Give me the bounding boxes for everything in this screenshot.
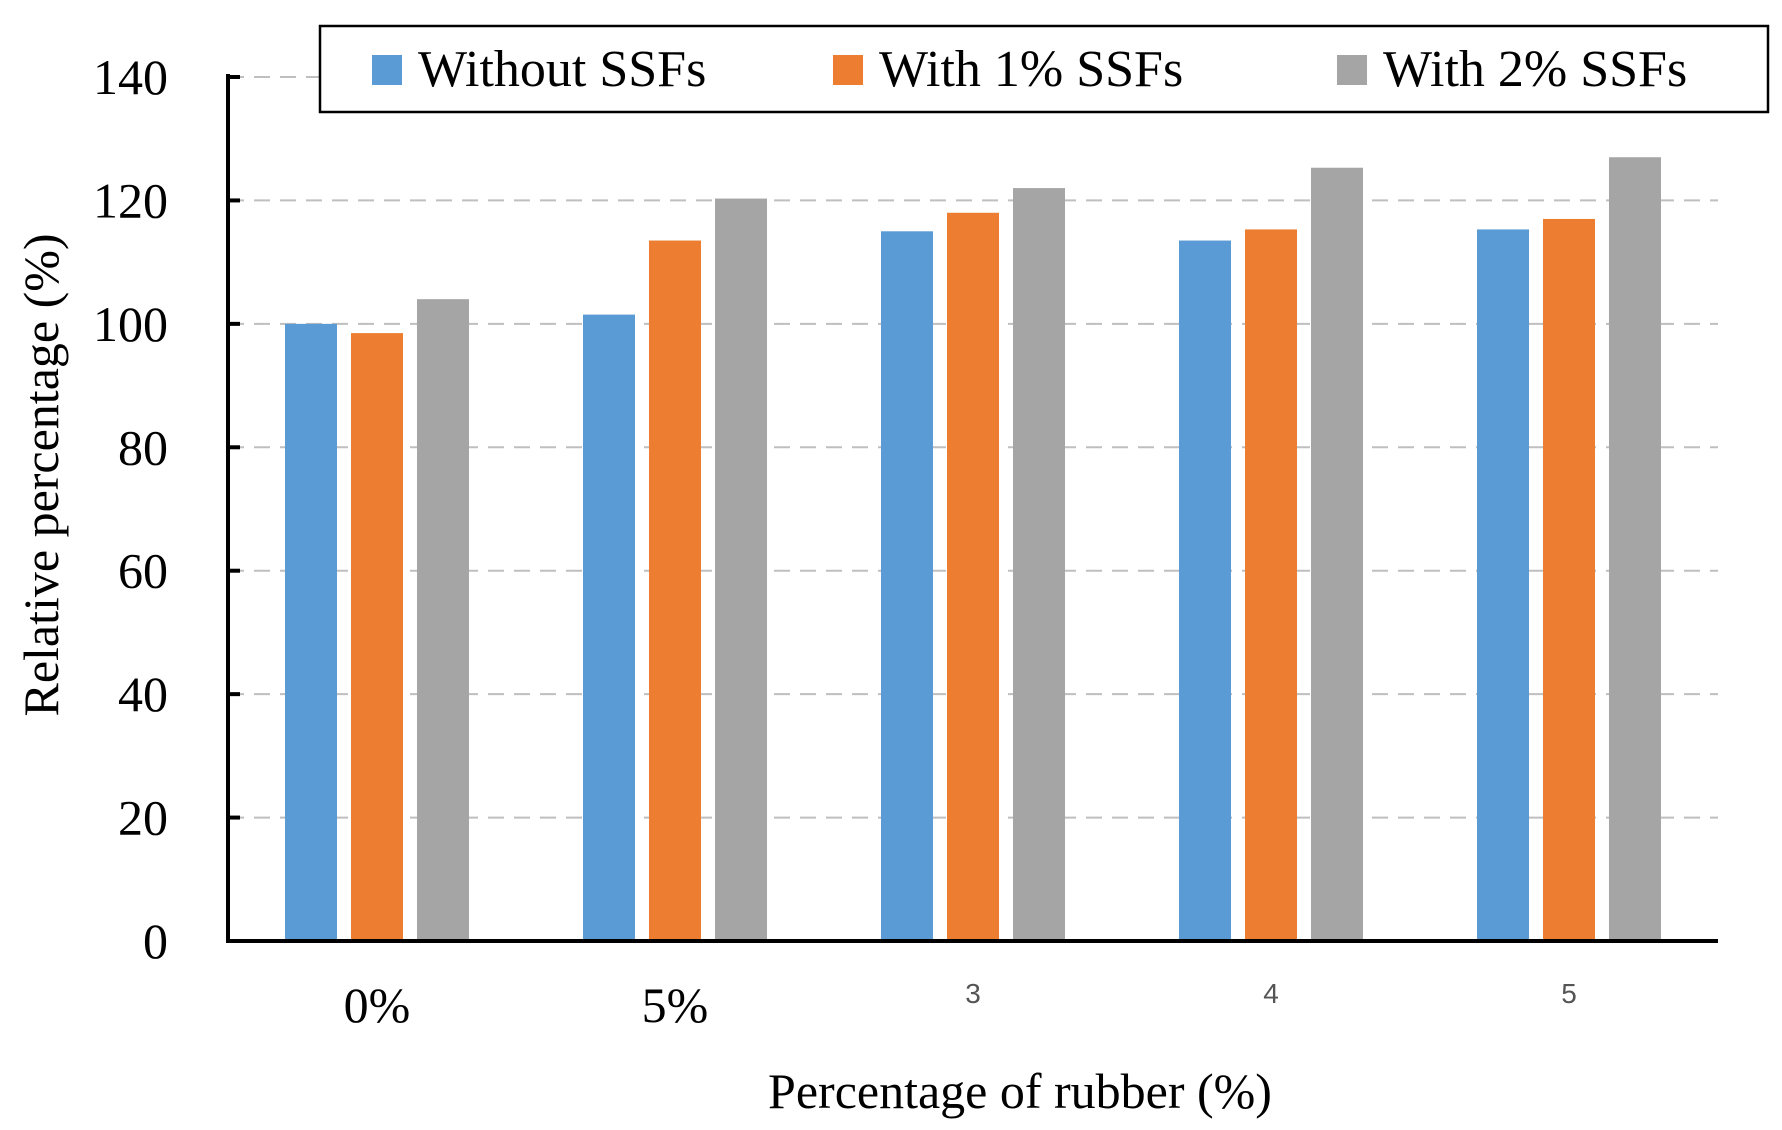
y-tick-labels: 0 20 40 60 80 100 120 140 — [93, 49, 240, 969]
bar-with-2-ssfs-2 — [1013, 188, 1065, 942]
bar-with-2-ssfs-1 — [715, 198, 767, 941]
legend-swatch — [372, 55, 402, 85]
bar-with-1-ssfs-3 — [1245, 229, 1297, 942]
y-tick-label: 80 — [118, 419, 168, 475]
x-axis-label: Percentage of rubber (%) — [768, 1063, 1272, 1119]
x-tick-label: 3 — [965, 978, 981, 1009]
y-axis-label: Relative percentage (%) — [13, 233, 69, 716]
x-tick-label: 0% — [344, 977, 411, 1033]
bars — [285, 157, 1661, 942]
legend-swatch — [833, 55, 863, 85]
x-tick-label: 5 — [1561, 978, 1577, 1009]
legend-swatch — [1337, 55, 1367, 85]
bar-with-1-ssfs-2 — [947, 212, 999, 941]
x-tick-label: 5% — [642, 977, 709, 1033]
legend: Without SSFs With 1% SSFs With 2% SSFs — [318, 24, 1770, 114]
y-tick-label: 40 — [118, 666, 168, 722]
bar-with-2-ssfs-4 — [1609, 157, 1661, 941]
bar-without-ssfs-1 — [583, 314, 635, 942]
y-tick-label: 20 — [118, 790, 168, 846]
bar-without-ssfs-2 — [881, 231, 933, 942]
bar-without-ssfs-4 — [1477, 229, 1529, 942]
bar-without-ssfs-0 — [285, 323, 337, 941]
y-tick-label: 100 — [93, 296, 168, 352]
x-tick-labels: 0% 5% 3 4 5 — [344, 977, 1577, 1033]
y-tick-label: 60 — [118, 543, 168, 599]
legend-label: With 1% SSFs — [879, 41, 1183, 98]
legend-box — [318, 24, 1770, 114]
axes — [226, 74, 1718, 943]
legend-label: Without SSFs — [418, 41, 706, 98]
bar-with-2-ssfs-3 — [1311, 167, 1363, 942]
bar-with-2-ssfs-0 — [417, 299, 469, 942]
y-tick-label: 120 — [93, 172, 168, 228]
y-tick-label: 0 — [143, 913, 168, 969]
y-tick-label: 140 — [93, 49, 168, 105]
bar-with-1-ssfs-0 — [351, 333, 403, 942]
bar-without-ssfs-3 — [1179, 240, 1231, 942]
x-tick-label: 4 — [1263, 978, 1279, 1009]
legend-label: With 2% SSFs — [1383, 41, 1687, 98]
bar-with-1-ssfs-1 — [649, 240, 701, 942]
bar-with-1-ssfs-4 — [1543, 218, 1595, 941]
